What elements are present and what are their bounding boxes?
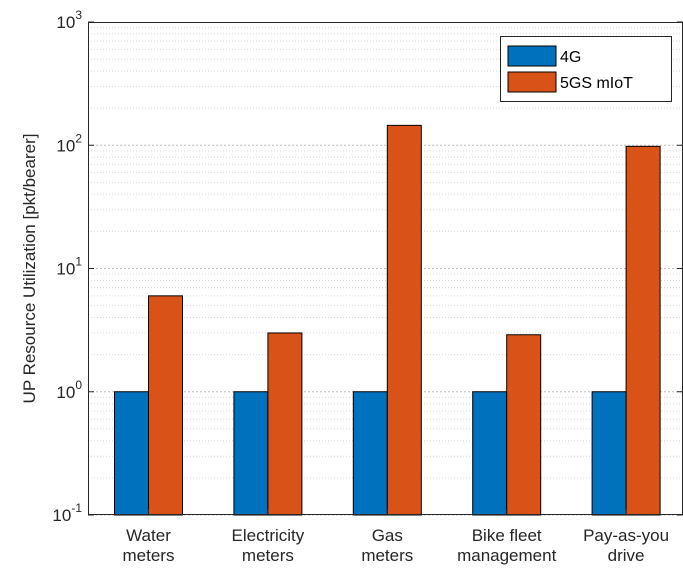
x-category-label: Electricity xyxy=(232,526,305,545)
bar-4g-0 xyxy=(114,391,149,516)
bar-5gs-miot-1 xyxy=(267,332,303,516)
y-tick-label: 10-1 xyxy=(52,501,82,525)
legend-label: 4G xyxy=(560,49,581,66)
x-category-label: Bike fleet xyxy=(472,526,542,545)
legend-swatch xyxy=(507,45,557,67)
axis-ticks: 10-1100101102103WatermetersElectricityme… xyxy=(52,8,683,565)
legend-label: 5GS mIoT xyxy=(560,75,633,92)
bar-5gs-miot-4 xyxy=(625,145,661,516)
legend-swatch xyxy=(507,71,557,93)
bar-4g-4 xyxy=(591,391,627,516)
x-category-label: Pay-as-you xyxy=(583,526,669,545)
x-category-label: meters xyxy=(361,546,413,565)
x-category-label: Water xyxy=(126,526,171,545)
y-tick-label: 102 xyxy=(56,131,82,155)
bars xyxy=(114,124,661,516)
bar-4g-1 xyxy=(233,391,269,516)
y-axis-label: UP Resource Utilization [pkt/bearer] xyxy=(20,134,39,404)
grid-lines xyxy=(88,27,683,516)
x-category-label: meters xyxy=(123,546,175,565)
bar-5gs-miot-3 xyxy=(506,334,542,516)
x-category-label: drive xyxy=(608,546,645,565)
y-tick-label: 100 xyxy=(56,378,82,402)
x-category-label: Gas xyxy=(372,526,403,545)
bar-4g-3 xyxy=(472,391,508,516)
axis-labels: UP Resource Utilization [pkt/bearer] xyxy=(20,134,39,404)
y-tick-label: 101 xyxy=(56,255,82,279)
bar-4g-2 xyxy=(352,391,388,516)
bar-5gs-miot-2 xyxy=(386,124,422,516)
legend: 4G 5GS mIoT xyxy=(500,36,672,102)
x-category-label: management xyxy=(457,546,557,565)
bar-5gs-miot-0 xyxy=(148,295,183,516)
x-category-label: meters xyxy=(242,546,294,565)
y-tick-label: 103 xyxy=(56,8,82,32)
